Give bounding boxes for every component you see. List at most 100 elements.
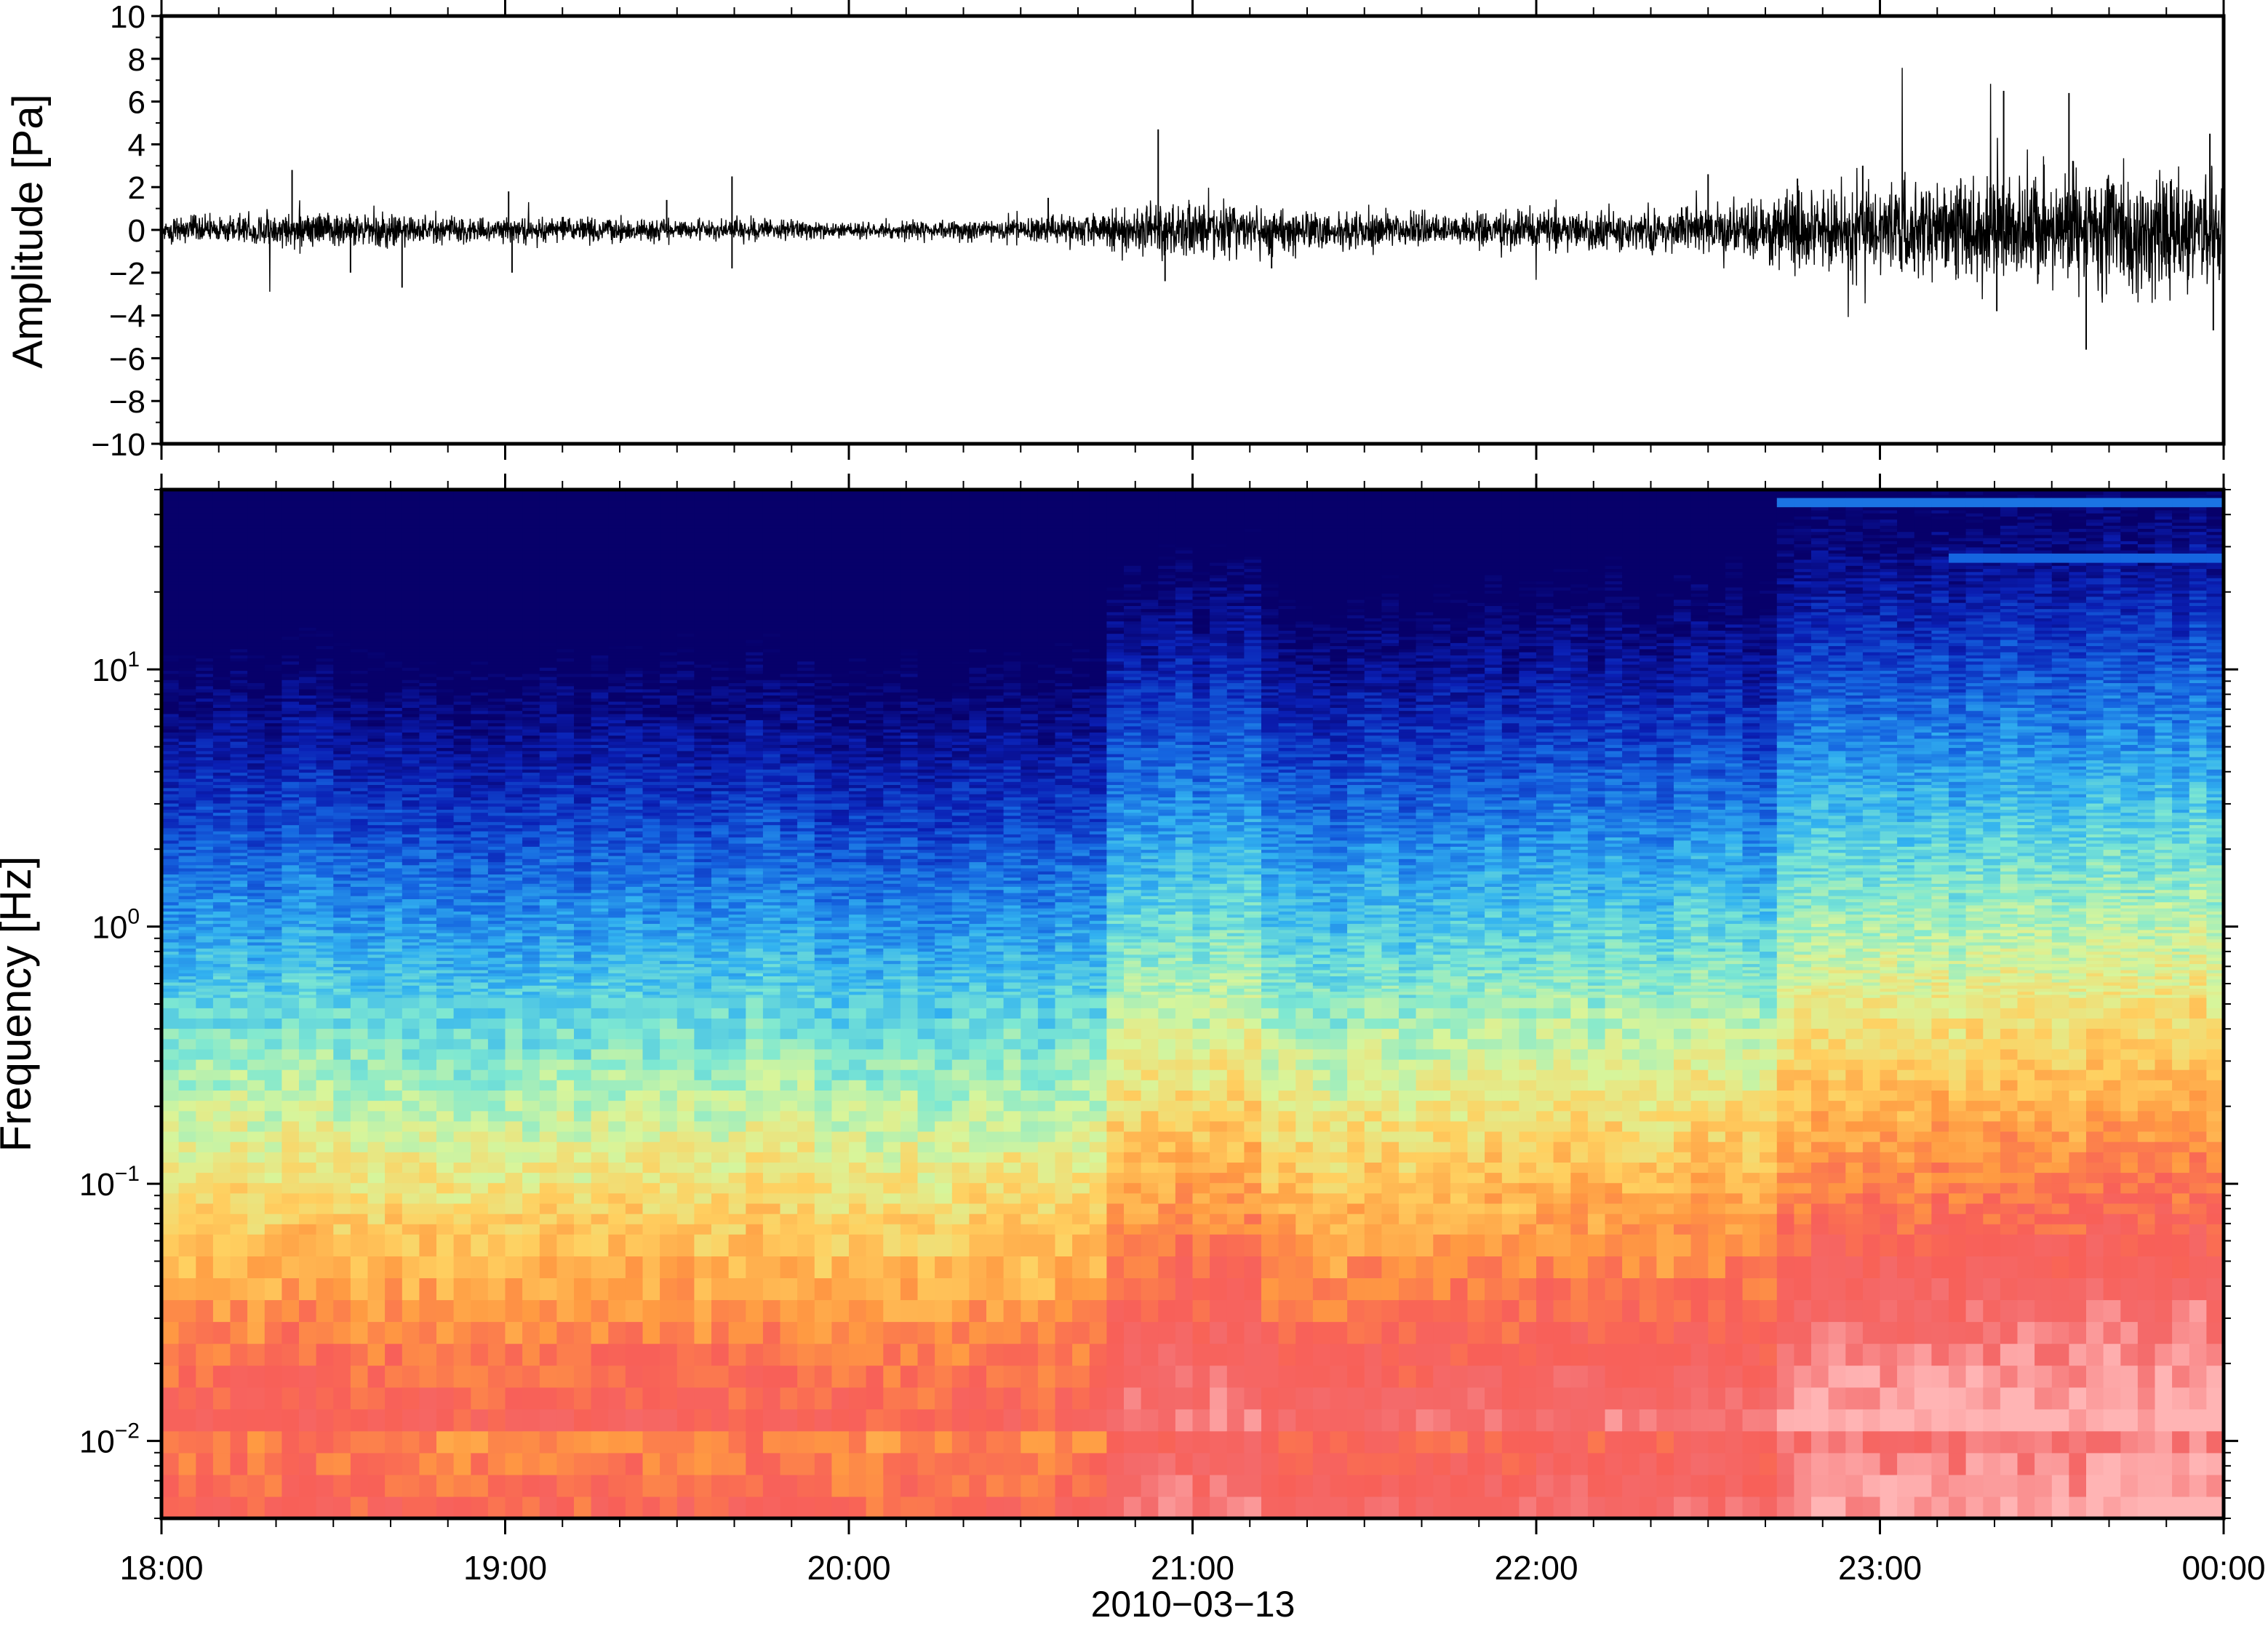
spectrogram-cell [333, 837, 351, 841]
spectrogram-cell [179, 917, 196, 921]
spectrogram-cell [196, 858, 213, 862]
spectrogram-cell [419, 773, 436, 776]
spectrogram-cell [247, 723, 265, 727]
spectrogram-cell [556, 893, 574, 896]
spectrogram-cell [574, 1080, 591, 1091]
spectrogram-cell [281, 995, 299, 998]
spectrogram-cell [265, 988, 282, 992]
spectrogram-cell [385, 1080, 402, 1091]
spectrogram-cell [281, 532, 299, 535]
spectrogram-cell [522, 1431, 540, 1454]
spectrogram-cell [231, 960, 248, 964]
spectrogram-cell [402, 955, 420, 958]
spectrogram-cell [231, 828, 248, 832]
spectrogram-cell [402, 791, 420, 794]
spectrogram-cell [556, 741, 574, 745]
spectrogram-cell [179, 877, 196, 881]
spectrogram-cell [281, 726, 299, 730]
spectrogram-cell [402, 923, 420, 927]
spectrogram-cell [179, 1203, 196, 1214]
spectrogram-cell [385, 1300, 402, 1323]
spectrogram-cell [419, 513, 436, 517]
spectrogram-cell [196, 960, 213, 964]
spectrogram-cell [522, 957, 540, 961]
spectrogram-cell [522, 883, 540, 887]
spectrogram-cell [161, 677, 179, 680]
spectrogram-cell [299, 492, 316, 495]
spectrogram-cell [213, 658, 231, 662]
spectrogram-cell [436, 637, 454, 640]
spectrogram-cell [454, 902, 471, 906]
spectrogram-cell [540, 1069, 557, 1080]
spectrogram-cell [454, 695, 471, 698]
spectrogram-cell [265, 880, 282, 884]
spectrogram-cell [540, 825, 557, 829]
spectrogram-cell [213, 964, 231, 968]
spectrogram-cell [419, 788, 436, 792]
spectrogram-cell [522, 578, 540, 581]
spectrogram-cell [540, 911, 557, 914]
spectrogram-cell [316, 917, 334, 921]
spectrogram-cell [368, 516, 386, 519]
spectrogram-cell [179, 1111, 196, 1122]
spectrogram-cell [247, 525, 265, 529]
spectrogram-cell [179, 738, 196, 742]
spectrogram-cell [299, 840, 316, 844]
spectrogram-cell [231, 507, 248, 511]
spectrogram-cell [385, 1213, 402, 1224]
spectrogram-cell [522, 572, 540, 575]
spectrogram-cell [471, 862, 488, 866]
spectrogram-cell [333, 695, 351, 698]
spectrogram-cell [402, 658, 420, 662]
spectrogram-cell [281, 618, 299, 621]
spectrogram-cell [471, 741, 488, 745]
spectrogram-cell [179, 858, 196, 862]
spectrogram-cell [247, 853, 265, 856]
spectrogram-cell [488, 615, 506, 618]
spectrogram-cell [419, 1090, 436, 1101]
spectrogram-cell [419, 652, 436, 655]
spectrogram-cell [247, 880, 265, 884]
spectrogram-cell [471, 516, 488, 519]
spectrogram-cell [316, 532, 334, 535]
spectrogram-cell [161, 853, 179, 856]
spectrogram-cell [299, 1475, 316, 1497]
spectrogram-cell [385, 785, 402, 789]
spectrogram-cell [454, 671, 471, 674]
spectrogram-cell [333, 677, 351, 680]
spectrogram-cell [247, 818, 265, 822]
spectrogram-cell [419, 612, 436, 615]
spectrogram-cell [281, 597, 299, 600]
spectrogram-cell [436, 584, 454, 588]
spectrogram-cell [385, 1278, 402, 1301]
spectrogram-cell [488, 683, 506, 687]
spectrogram-cell [247, 896, 265, 899]
spectrogram-cell [540, 967, 557, 971]
spectrogram-cell [540, 853, 557, 856]
spectrogram-cell [419, 955, 436, 958]
spectrogram-cell [522, 763, 540, 767]
spectrogram-cell [281, 587, 299, 591]
spectrogram-cell [454, 813, 471, 816]
spectrogram-cell [506, 698, 523, 702]
spectrogram-cell [506, 794, 523, 797]
spectrogram-cell [436, 714, 454, 717]
spectrogram-cell [368, 602, 386, 606]
spectrogram-cell [522, 612, 540, 615]
spectrogram-cell [281, 492, 299, 495]
spectrogram-cell [333, 948, 351, 952]
spectrogram-cell [351, 858, 368, 862]
spectrogram-cell [265, 964, 282, 968]
spectrogram-cell [556, 1183, 574, 1194]
spectrogram-cell [333, 680, 351, 683]
spectrogram-cell [402, 1431, 420, 1454]
spectrogram-cell [333, 840, 351, 844]
spectrogram-cell [247, 1039, 265, 1050]
spectrogram-cell [316, 1224, 334, 1235]
spectrogram-cell [196, 516, 213, 519]
spectrogram-cell [213, 541, 231, 544]
spectrogram-cell [333, 1278, 351, 1301]
spectrogram-cell [540, 970, 557, 973]
spectrogram-cell [333, 1173, 351, 1184]
